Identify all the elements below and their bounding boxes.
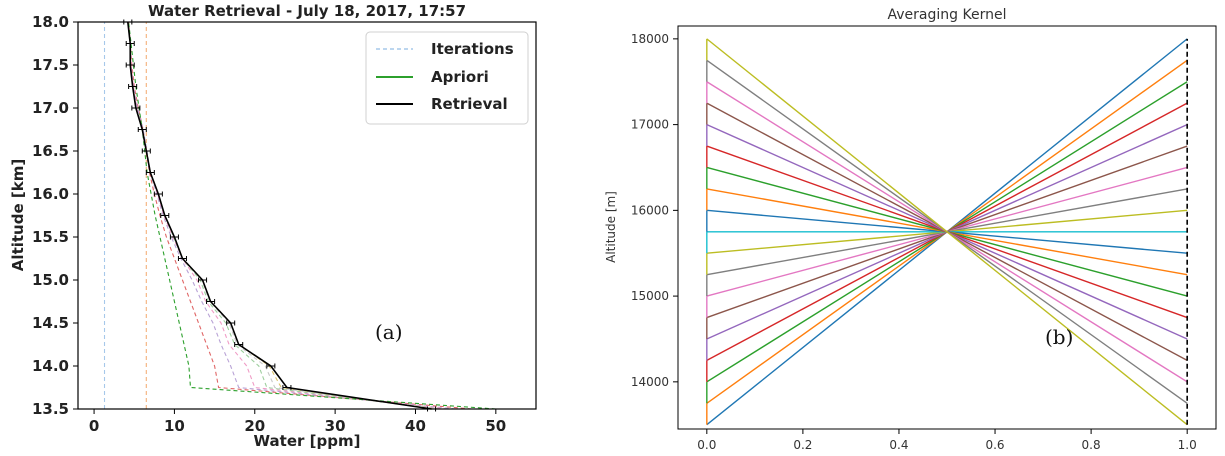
y-tick-label: 15.0	[32, 271, 69, 289]
panel-b-annotation: (b)	[1045, 325, 1073, 349]
x-tick-label: 0.0	[697, 438, 716, 452]
panel-a-ticks: 0 10 20 30 40 50 13.5 14.0 14.5 15.0 15.5 16.0 16.5 1…	[32, 13, 506, 435]
panel-b-title: Averaging Kernel	[888, 7, 1007, 23]
panel-b-y-axis-label: Altitude [m]	[604, 191, 618, 263]
y-tick-label: 18000	[631, 32, 669, 46]
x-tick-label: 0.6	[985, 438, 1004, 452]
x-tick-label: 50	[485, 417, 506, 435]
y-tick-label: 16.5	[32, 142, 69, 160]
panel-a-x-axis-label: Water [ppm]	[254, 432, 361, 450]
y-tick-label: 16000	[631, 203, 669, 217]
panel-a-legend: Iterations Apriori Retrieval	[365, 31, 529, 125]
legend-box	[365, 31, 529, 125]
x-tick-label: 0	[89, 417, 99, 435]
y-tick-label: 13.5	[32, 400, 69, 418]
panel-a-title: Water Retrieval - July 18, 2017, 17:57	[148, 2, 466, 20]
x-tick-label: 0.2	[793, 438, 812, 452]
y-tick-label: 17000	[631, 118, 669, 132]
x-tick-label: 0.8	[1082, 438, 1101, 452]
panel-a-frame	[77, 21, 537, 410]
x-tick-label: 40	[405, 417, 426, 435]
panel-a-plot-area	[103, 19, 496, 412]
panel-b-frame	[677, 25, 1217, 430]
y-tick-label: 15000	[631, 289, 669, 303]
y-tick-label: 15.5	[32, 228, 69, 246]
panel-b-averaging-kernel: 0.0 0.2 0.4 0.6 0.8 1.0 14000 15000 16000 17000 18…	[604, 7, 1217, 452]
x-tick-label: 20	[244, 417, 265, 435]
x-tick-label: 0.4	[889, 438, 908, 452]
y-tick-label: 14000	[631, 375, 669, 389]
y-tick-label: 16.0	[32, 185, 69, 203]
y-tick-label: 17.0	[32, 99, 69, 117]
legend-label-apriori: Apriori	[431, 68, 489, 86]
panel-a-y-axis-label: Altitude [km]	[9, 159, 27, 271]
panel-b-plot-area	[706, 38, 1188, 426]
y-tick-label: 14.0	[32, 357, 69, 375]
kernel-line	[706, 38, 1188, 426]
x-tick-label: 30	[325, 417, 346, 435]
panel-a-annotation: (a)	[375, 320, 403, 344]
y-tick-label: 18.0	[32, 13, 69, 31]
panel-a-water-retrieval: 0 10 20 30 40 50 13.5 14.0 14.5 15.0 15.5 16.0 16.5 1…	[9, 2, 537, 450]
x-tick-label: 10	[164, 417, 185, 435]
y-tick-label: 14.5	[32, 314, 69, 332]
legend-label-retrieval: Retrieval	[431, 95, 508, 113]
panel-b-ticks: 0.0 0.2 0.4 0.6 0.8 1.0 14000 15000 16000 17000 18…	[631, 32, 1197, 452]
x-tick-label: 1.0	[1178, 438, 1197, 452]
y-tick-label: 17.5	[32, 56, 69, 74]
legend-label-iterations: Iterations	[431, 40, 514, 58]
